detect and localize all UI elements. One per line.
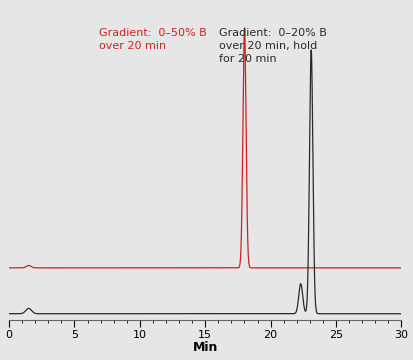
Text: Gradient:  0–20% B
over 20 min, hold
for 20 min: Gradient: 0–20% B over 20 min, hold for …	[218, 28, 326, 64]
X-axis label: Min: Min	[192, 341, 217, 355]
Text: Gradient:  0–50% B
over 20 min: Gradient: 0–50% B over 20 min	[99, 28, 206, 51]
